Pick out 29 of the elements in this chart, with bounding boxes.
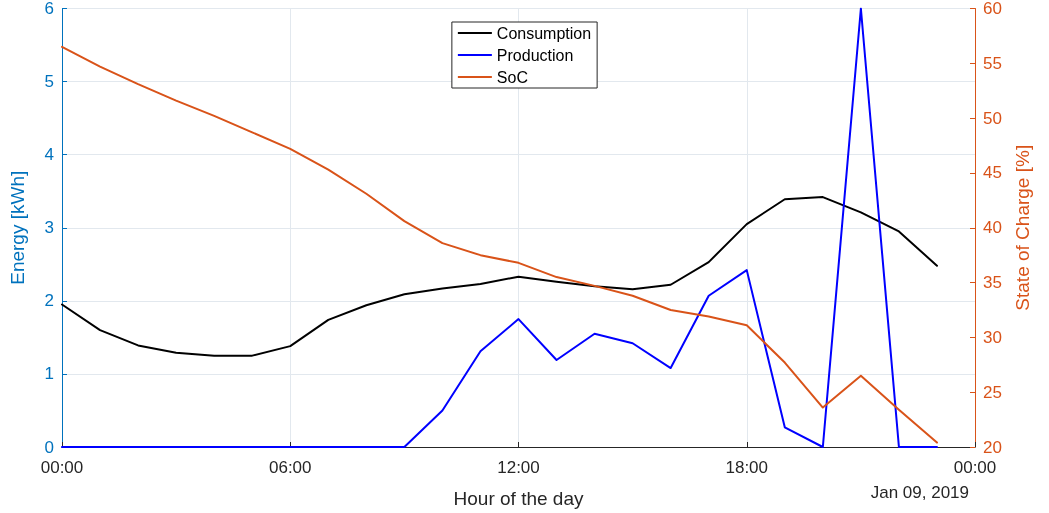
y2-tick-label: 60	[983, 0, 1002, 18]
y2-tick-label: 20	[983, 437, 1002, 457]
y-tick-label: 3	[44, 218, 54, 238]
x-tick-label: 12:00	[497, 458, 540, 477]
y2-tick-label: 55	[983, 53, 1002, 73]
y-tick-label: 2	[44, 291, 54, 311]
x-tick-label: 06:00	[268, 458, 312, 477]
y2-tick-label: 45	[983, 163, 1002, 183]
x-axis-title: Hour of the day	[453, 488, 584, 509]
x-tick-label: 00:00	[40, 458, 84, 477]
y2-tick-label: 40	[983, 218, 1002, 238]
y2-axis-title: State of Charge [%]	[1011, 144, 1033, 311]
x-tick-label: 00:00	[953, 458, 997, 477]
legend-label: Consumption	[496, 24, 592, 42]
legend-label: SoC	[496, 68, 528, 86]
text: Jan 09, 2019	[870, 483, 970, 502]
y-tick-label: 4	[44, 145, 54, 165]
y2-tick-label: 50	[983, 108, 1002, 128]
y2-tick-label: 25	[983, 382, 1002, 402]
legend-label: Production	[496, 46, 574, 64]
y-axis-title: Energy [kWh]	[7, 170, 28, 285]
y2-tick-label: 35	[983, 273, 1002, 293]
line-series	[61, 196, 938, 357]
y-tick-label: 0	[44, 437, 54, 457]
y2-tick-label: 30	[983, 327, 1002, 347]
y-tick-label: 6	[44, 0, 54, 18]
y-tick-label: 5	[44, 72, 54, 92]
y-tick-label: 1	[44, 364, 54, 384]
x-tick-label: 18:00	[725, 458, 769, 477]
